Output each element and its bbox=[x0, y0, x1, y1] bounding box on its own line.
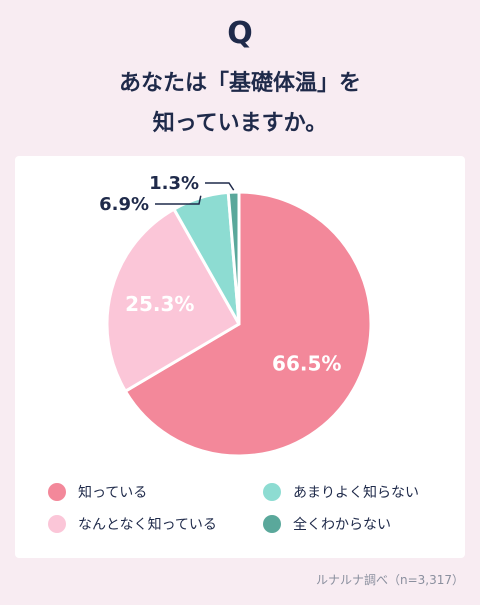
chart-legend: 知っているなんとなく知っている あまりよく知らない 全くわからない bbox=[15, 156, 465, 558]
legend-label: あまりよく知らない bbox=[293, 485, 419, 501]
pie-slice-1 bbox=[123, 190, 373, 458]
slice-label-2: 25.3% bbox=[125, 292, 194, 316]
pie-slice-2 bbox=[105, 207, 241, 393]
legend-item-2: なんとなく知っている bbox=[48, 514, 217, 534]
chart-card: 66.5% 25.3% 6.9% 1.3% 知っているなんとなく知っている あまりよく知… bbox=[15, 156, 465, 558]
legend-swatch bbox=[263, 483, 281, 501]
question-line-1: あなたは「基礎体温」を bbox=[118, 71, 361, 96]
question-marker: Q bbox=[227, 16, 253, 51]
legend-label: 全くわからない bbox=[293, 517, 391, 533]
legend-swatch bbox=[48, 483, 66, 501]
slice-label-3: 6.9% bbox=[99, 194, 149, 215]
slice-label-4: 1.3% bbox=[149, 173, 199, 194]
question-title: あなたは「基礎体温」を 知っていますか。 bbox=[0, 64, 480, 144]
slice-label-1: 66.5% bbox=[272, 352, 341, 376]
pie-chart: 66.5% 25.3% 6.9%1.3% bbox=[99, 173, 373, 458]
source-note: ルナルナ調べ（n=3,317） bbox=[315, 573, 464, 587]
pie-slice-4 bbox=[226, 190, 241, 326]
legend-label: なんとなく知っている bbox=[78, 517, 217, 533]
legend-swatch bbox=[48, 515, 66, 533]
leader-line-3 bbox=[155, 195, 202, 205]
leader-line-4 bbox=[205, 182, 235, 191]
legend-label: 知っている bbox=[78, 485, 148, 501]
legend-item-4: 全くわからない bbox=[263, 514, 391, 534]
legend-item-3: あまりよく知らない bbox=[263, 482, 419, 502]
legend-swatch bbox=[263, 515, 281, 533]
legend-item-1: 知っている bbox=[48, 482, 147, 502]
question-line-2: 知っていますか。 bbox=[152, 111, 328, 136]
